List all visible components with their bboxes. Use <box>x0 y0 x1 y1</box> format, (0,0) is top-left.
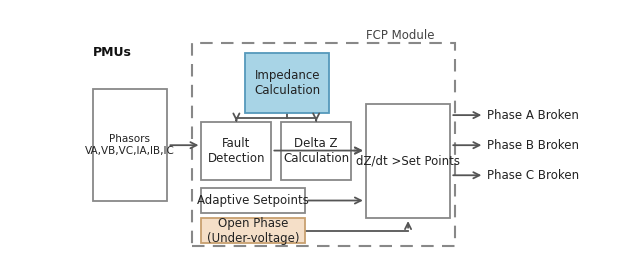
Text: dZ/dt >Set Points: dZ/dt >Set Points <box>356 155 460 168</box>
FancyBboxPatch shape <box>366 104 451 218</box>
Text: Phase B Broken: Phase B Broken <box>487 139 578 152</box>
Text: Open Phase
(Under-voltage): Open Phase (Under-voltage) <box>207 217 300 245</box>
Text: Phase C Broken: Phase C Broken <box>487 169 579 182</box>
Text: FCP Module: FCP Module <box>366 29 434 42</box>
FancyBboxPatch shape <box>202 188 305 213</box>
FancyBboxPatch shape <box>202 122 271 180</box>
Text: Phasors
VA,VB,VC,IA,IB,IC: Phasors VA,VB,VC,IA,IB,IC <box>85 134 175 156</box>
FancyBboxPatch shape <box>202 218 305 243</box>
Text: Fault
Detection: Fault Detection <box>208 136 265 165</box>
Text: Adaptive Setpoints: Adaptive Setpoints <box>197 194 310 207</box>
Text: Impedance
Calculation: Impedance Calculation <box>254 69 320 97</box>
FancyBboxPatch shape <box>245 53 329 113</box>
Text: Delta Z
Calculation: Delta Z Calculation <box>283 136 349 165</box>
Text: Phase A Broken: Phase A Broken <box>487 109 578 122</box>
Text: PMUs: PMUs <box>92 46 132 59</box>
FancyBboxPatch shape <box>92 89 167 201</box>
FancyBboxPatch shape <box>281 122 351 180</box>
